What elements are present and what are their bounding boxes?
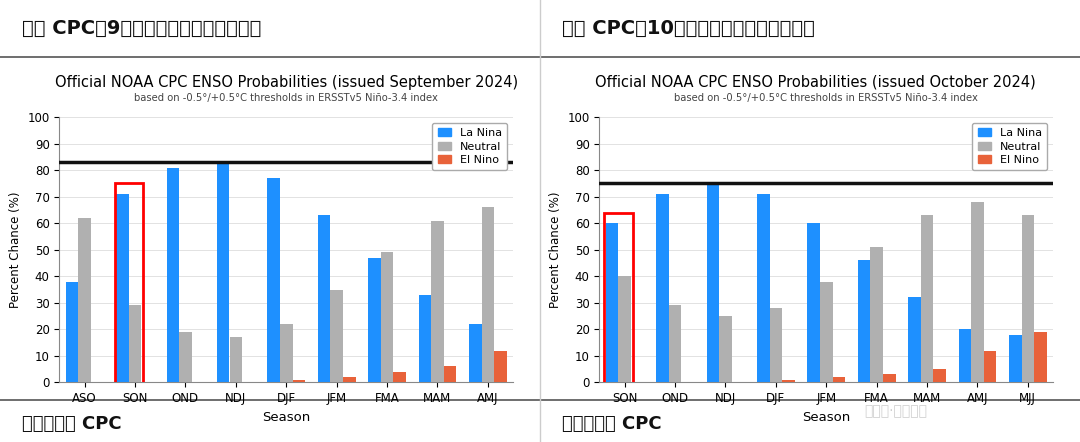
Bar [1022, 215, 1034, 382]
Bar [179, 332, 192, 382]
Bar [431, 221, 444, 382]
Text: 公众号·国富研究: 公众号·国富研究 [864, 404, 927, 419]
Text: Official NOAA CPC ENSO Probabilities (issued October 2024): Official NOAA CPC ENSO Probabilities (is… [595, 75, 1036, 90]
Bar [870, 247, 883, 382]
Bar [770, 308, 782, 382]
Bar [469, 324, 482, 382]
Bar [393, 372, 406, 382]
X-axis label: Season: Season [262, 411, 310, 423]
Bar [495, 351, 507, 382]
Bar [920, 215, 933, 382]
Bar [129, 305, 141, 382]
Bar [78, 218, 91, 382]
Bar [858, 260, 870, 382]
Bar [217, 162, 229, 382]
Bar [380, 252, 393, 382]
Bar [114, 183, 144, 386]
Bar [229, 337, 242, 382]
Text: based on -0.5°/+0.5°C thresholds in ERSSTv5 Niño-3.4 index: based on -0.5°/+0.5°C thresholds in ERSS… [134, 92, 438, 103]
Legend: La Nina, Neutral, El Nino: La Nina, Neutral, El Nino [432, 123, 508, 171]
Bar [1009, 335, 1022, 382]
Bar [719, 316, 732, 382]
Bar [605, 213, 633, 386]
Text: 图表来源： CPC: 图表来源： CPC [562, 415, 661, 433]
Bar [444, 366, 456, 382]
Bar [343, 377, 355, 382]
Bar [657, 194, 669, 382]
Bar [757, 194, 770, 382]
Text: 图： CPC于10月公布全球拉尼娜气候概率: 图： CPC于10月公布全球拉尼娜气候概率 [562, 19, 814, 38]
Y-axis label: Percent Chance (%): Percent Chance (%) [549, 191, 562, 308]
Bar [984, 351, 997, 382]
Bar [117, 194, 129, 382]
Bar [619, 276, 631, 382]
Bar [908, 297, 920, 382]
Bar [267, 178, 280, 382]
Bar [959, 329, 971, 382]
Text: 图： CPC于9月公布全球拉尼娜气候概率: 图： CPC于9月公布全球拉尼娜气候概率 [22, 19, 261, 38]
Bar [883, 374, 895, 382]
Bar [166, 168, 179, 382]
Legend: La Nina, Neutral, El Nino: La Nina, Neutral, El Nino [972, 123, 1048, 171]
Text: Official NOAA CPC ENSO Probabilities (issued September 2024): Official NOAA CPC ENSO Probabilities (is… [55, 75, 518, 90]
Bar [669, 305, 681, 382]
Bar [706, 183, 719, 382]
Bar [368, 258, 381, 382]
Bar [419, 295, 431, 382]
Bar [293, 380, 306, 382]
Bar [1034, 332, 1047, 382]
Text: based on -0.5°/+0.5°C thresholds in ERSSTv5 Niño-3.4 index: based on -0.5°/+0.5°C thresholds in ERSS… [674, 92, 978, 103]
Bar [66, 282, 78, 382]
Bar [318, 215, 330, 382]
Bar [606, 223, 619, 382]
Text: 图表来源： CPC: 图表来源： CPC [22, 415, 121, 433]
Bar [330, 290, 343, 382]
Bar [782, 380, 795, 382]
Bar [933, 369, 946, 382]
Bar [820, 282, 833, 382]
Y-axis label: Percent Chance (%): Percent Chance (%) [9, 191, 22, 308]
Bar [971, 202, 984, 382]
Bar [482, 207, 495, 382]
Bar [280, 324, 293, 382]
Bar [833, 377, 846, 382]
Bar [808, 223, 820, 382]
X-axis label: Season: Season [802, 411, 850, 423]
